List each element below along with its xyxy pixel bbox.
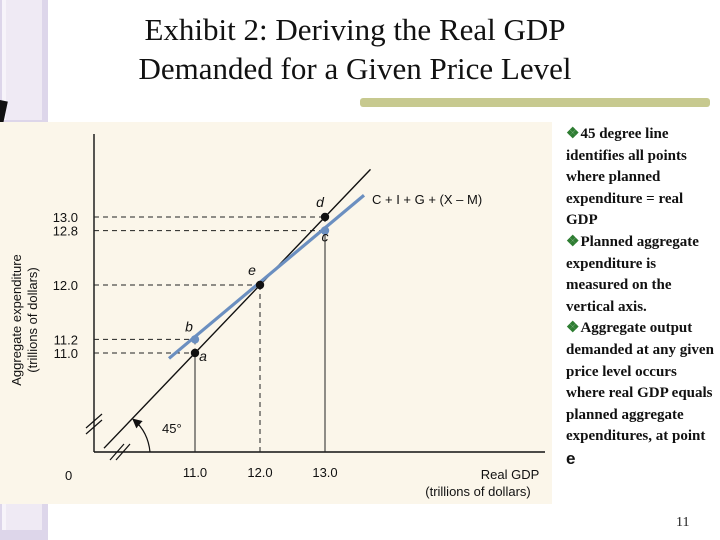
notes-panel: ❖45 degree line identifies all points wh…: [566, 124, 718, 540]
diagram-points: ab e c d: [185, 194, 330, 364]
y-tick-label: 11.0: [54, 346, 78, 361]
guide-lines: [94, 216, 326, 452]
y-tick-label: 11.2: [54, 332, 78, 347]
diamond-bullet-icon: ❖: [566, 233, 580, 250]
45-degree-line: [103, 168, 372, 449]
y-tick-label: 13.0: [53, 210, 78, 225]
point-e: [255, 280, 265, 290]
point-label-d: d: [316, 194, 325, 210]
point-label-e: e: [248, 262, 256, 278]
note-point-word: point: [671, 428, 706, 445]
diamond-bullet-icon: ❖: [566, 320, 580, 337]
paper-edge-decoration: [2, 0, 42, 120]
x-tick-label: 11.0: [183, 465, 207, 480]
x-tick-label: 12.0: [247, 465, 272, 480]
origin-label: 0: [65, 468, 72, 483]
point-a: [190, 348, 200, 358]
angle-arc-arrow: [132, 418, 151, 453]
title-line-2: Demanded for a Given Price Level: [138, 51, 572, 86]
point-label-c: c: [322, 229, 329, 245]
x-axis-label-line-1: Real GDP: [481, 467, 540, 482]
note-text-3: Aggregate output demanded at any given p…: [566, 320, 714, 445]
aggregate-expenditure-line: [167, 194, 366, 360]
note-bullet-1: ❖45 degree line identifies all points wh…: [566, 124, 718, 232]
olive-underline-bar: [360, 98, 710, 107]
title-line-1: Exhibit 2: Deriving the Real GDP: [144, 12, 566, 47]
title-accent-bar: [0, 98, 720, 128]
diamond-bullet-icon: ❖: [566, 126, 580, 142]
point-b: [190, 335, 200, 344]
y-axis-label-line-2: (trillions of dollars): [25, 267, 40, 372]
angle-label: 45°: [162, 421, 182, 436]
note-point-letter: e: [566, 448, 576, 468]
point-d: [320, 212, 330, 222]
axis-break-mark: [85, 413, 131, 461]
note-text-2: Planned aggregate expenditure is measure…: [566, 233, 699, 315]
slide-number: 11: [676, 515, 690, 530]
axis-tick-labels: 11.011.212.012.813.011.0 12.0 13.0: [53, 210, 338, 480]
point-c: [320, 226, 330, 235]
y-tick-label: 12.0: [53, 278, 78, 293]
slide-title: Exhibit 2: Deriving the Real GDP Demande…: [60, 10, 650, 88]
point-label-b: b: [185, 318, 193, 334]
x-axis-label-line-2: (trillions of dollars): [425, 484, 530, 499]
point-label-a: a: [199, 348, 207, 364]
note-bullet-3: ❖Aggregate output demanded at any given …: [566, 318, 718, 471]
x-tick-label: 13.0: [312, 465, 337, 480]
y-tick-label: 12.8: [53, 224, 78, 239]
note-bullet-2: ❖Planned aggregate expenditure is measur…: [566, 232, 718, 318]
note-text-1: 45 degree line identifies all points whe…: [566, 126, 687, 229]
ae-line-label: C + I + G + (X – M): [372, 192, 482, 207]
y-axis-label-line-1: Aggregate expenditure: [9, 254, 24, 386]
